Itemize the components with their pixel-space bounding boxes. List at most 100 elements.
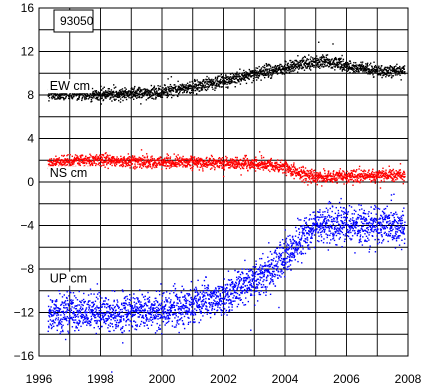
data-point [248, 78, 250, 81]
data-point [159, 92, 162, 94]
data-point [303, 64, 305, 66]
data-point [204, 160, 206, 162]
data-point [317, 178, 319, 180]
data-point [170, 304, 172, 307]
data-point [328, 62, 330, 65]
data-point [184, 165, 186, 167]
data-point [350, 179, 353, 181]
data-point [55, 300, 57, 303]
data-point [275, 165, 278, 167]
data-point [140, 320, 143, 323]
data-point [304, 172, 307, 175]
data-point [196, 162, 198, 165]
data-point [310, 177, 313, 180]
data-point [192, 167, 194, 170]
data-point [107, 299, 110, 301]
data-point [107, 156, 109, 158]
data-point [360, 169, 362, 172]
data-point [126, 315, 129, 318]
data-point [242, 167, 244, 169]
data-point [314, 180, 317, 182]
data-point [81, 316, 84, 318]
data-point [105, 322, 107, 325]
data-point [90, 93, 92, 95]
data-point [124, 308, 126, 310]
data-point [114, 315, 116, 317]
data-point [210, 81, 213, 84]
data-point [270, 168, 273, 171]
data-point [266, 162, 269, 165]
data-point [151, 321, 154, 323]
data-point [273, 170, 276, 172]
data-point [71, 155, 74, 158]
data-point [296, 60, 298, 63]
data-point [178, 86, 181, 88]
data-point [357, 67, 359, 70]
data-point [354, 62, 357, 64]
data-point [166, 299, 168, 301]
data-point [130, 321, 132, 323]
data-point [323, 58, 325, 60]
data-point [134, 157, 137, 160]
data-point [272, 168, 274, 170]
data-point [213, 159, 216, 162]
data-point [118, 306, 120, 309]
data-point [358, 69, 360, 71]
data-point [124, 94, 127, 96]
data-point [135, 91, 137, 94]
data-point [112, 159, 115, 161]
data-point [122, 325, 124, 328]
data-point [72, 96, 74, 98]
data-point [112, 313, 115, 315]
data-point [275, 67, 277, 69]
data-point [122, 163, 124, 166]
data-point [310, 171, 313, 173]
data-point [182, 164, 185, 166]
data-point [70, 94, 73, 96]
data-point [151, 316, 153, 318]
data-point [260, 162, 262, 165]
data-point [175, 324, 178, 326]
data-point [124, 87, 126, 89]
data-point [104, 90, 107, 92]
data-point [234, 82, 237, 84]
data-point [90, 98, 93, 101]
data-point [111, 314, 113, 316]
data-point [302, 166, 304, 169]
data-point [284, 69, 287, 71]
data-point [288, 170, 291, 172]
data-point [257, 77, 260, 79]
data-point [180, 161, 182, 164]
data-point [175, 85, 177, 88]
data-point [267, 165, 270, 167]
data-point [331, 178, 334, 180]
data-point [125, 96, 127, 99]
data-point [103, 319, 105, 321]
data-point [303, 181, 306, 184]
data-point [395, 169, 397, 172]
data-point [151, 97, 153, 99]
data-point [220, 81, 222, 84]
data-point [57, 97, 59, 99]
data-point [247, 170, 249, 172]
data-point [286, 163, 288, 166]
data-point [149, 91, 151, 93]
data-point [113, 163, 116, 165]
data-point [342, 177, 345, 179]
data-point [132, 95, 135, 97]
data-point [170, 290, 173, 292]
data-point [167, 301, 169, 303]
data-point [236, 162, 239, 164]
data-point [320, 59, 323, 61]
data-point [175, 293, 178, 296]
data-point [81, 303, 83, 306]
data-point [91, 312, 94, 315]
data-point [398, 72, 401, 74]
data-point [256, 73, 258, 75]
data-point [56, 96, 59, 98]
data-point [200, 165, 203, 167]
data-point [255, 74, 257, 76]
data-point [95, 156, 97, 158]
data-point [384, 73, 386, 76]
data-point [149, 310, 151, 312]
